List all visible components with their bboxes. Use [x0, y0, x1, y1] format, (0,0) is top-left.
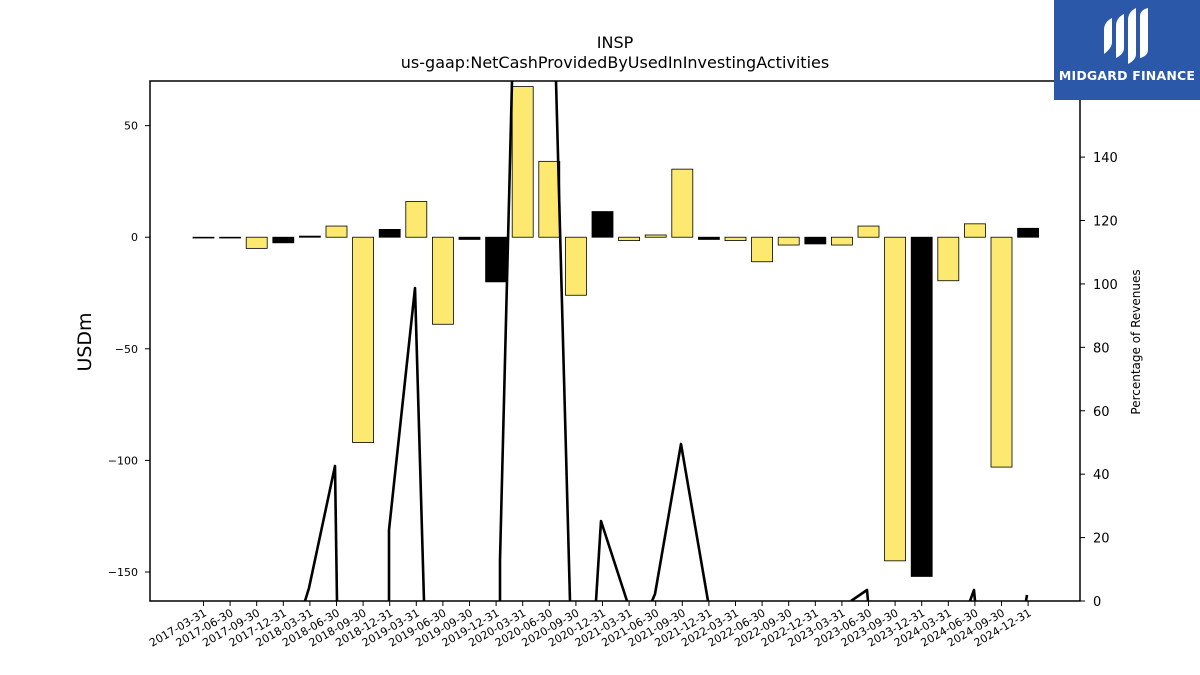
bar-2023-06-30: [857, 225, 880, 238]
plot-frame: [149, 80, 1081, 602]
bar-2018-09-30: [352, 236, 375, 443]
y-tick-label: −150: [108, 566, 138, 579]
y2-tick-label: 20: [1093, 532, 1110, 547]
line-segment: [650, 442, 710, 601]
bar-2023-03-31: [831, 236, 853, 246]
y2-tick-label: 140: [1093, 151, 1118, 166]
x-axis: 2017-03-312017-06-302017-09-302017-12-31…: [147, 601, 1034, 650]
bars-layer: [192, 86, 1039, 577]
y2-tick-label: 60: [1093, 405, 1110, 420]
y2-axis-label: Percentage of Revenues: [1129, 269, 1143, 414]
bar-2021-06-30: [644, 234, 667, 238]
bar-2021-03-31: [618, 236, 640, 241]
logo-text: MIDGARD FINANCE: [1058, 68, 1196, 83]
y2-tick-label: 40: [1093, 468, 1110, 483]
bar-2017-12-31: [272, 236, 295, 244]
y2-tick-label: 80: [1093, 341, 1110, 356]
line-segment: [850, 588, 870, 601]
bar-2020-03-31: [511, 86, 534, 238]
bar-2024-09-30: [990, 236, 1013, 468]
line-segment: [1024, 594, 1029, 601]
bar-2022-09-30: [777, 236, 800, 246]
bar-2018-12-31: [378, 229, 401, 238]
bar-2020-12-31: [591, 211, 614, 238]
bar-2019-09-30: [458, 236, 481, 240]
line-segment: [303, 464, 339, 601]
y-tick-label: −50: [115, 343, 138, 356]
line-layer: [303, 81, 1029, 601]
y-tick-label: 0: [131, 231, 138, 244]
chart-title: INSP: [597, 33, 634, 52]
bar-2018-06-30: [325, 225, 348, 238]
line-segment: [594, 519, 629, 601]
y-axis-left: 50 0 −50 −100 −150: [108, 120, 150, 579]
bar-2019-06-30: [431, 236, 454, 325]
bar-2022-06-30: [751, 236, 773, 263]
line-segment: [498, 81, 514, 601]
bar-2023-09-30: [884, 236, 906, 562]
bar-2019-03-31: [405, 201, 428, 238]
bar-2021-12-31: [698, 236, 720, 240]
line-segment: [968, 588, 977, 601]
bar-2019-12-31: [485, 236, 508, 283]
chart-subtitle: us-gaap:NetCashProvidedByUsedInInvesting…: [401, 53, 829, 72]
y2-tick-label: 120: [1093, 215, 1118, 230]
y-axis-label: USDm: [74, 312, 96, 371]
y-axis-right: 0 20 40 60 80 100 120 140: [1080, 151, 1118, 610]
line-segment: [554, 81, 572, 601]
bar-2022-03-31: [724, 236, 747, 241]
bar-2022-12-31: [804, 236, 827, 245]
bar-2023-12-31: [910, 236, 933, 577]
bar-2024-06-30: [964, 223, 986, 238]
bar-2018-03-31: [298, 235, 321, 238]
bar-2017-03-31: [192, 236, 215, 239]
bar-2024-12-31: [1017, 227, 1039, 238]
y-tick-label: −100: [108, 454, 138, 467]
bar-2021-09-30: [671, 168, 694, 238]
brand-logo: MIDGARD FINANCE: [1054, 0, 1200, 100]
bar-2024-03-31: [937, 236, 960, 282]
y-tick-label: 50: [124, 120, 138, 133]
bar-2017-09-30: [245, 236, 268, 249]
line-segment: [387, 286, 426, 601]
y2-tick-label: 100: [1093, 278, 1118, 293]
bar-2020-06-30: [538, 160, 561, 238]
bar-2020-09-30: [565, 236, 587, 296]
y2-tick-label: 0: [1093, 595, 1101, 610]
bar-2017-06-30: [219, 236, 242, 239]
logo-mark-icon: [1104, 8, 1148, 64]
